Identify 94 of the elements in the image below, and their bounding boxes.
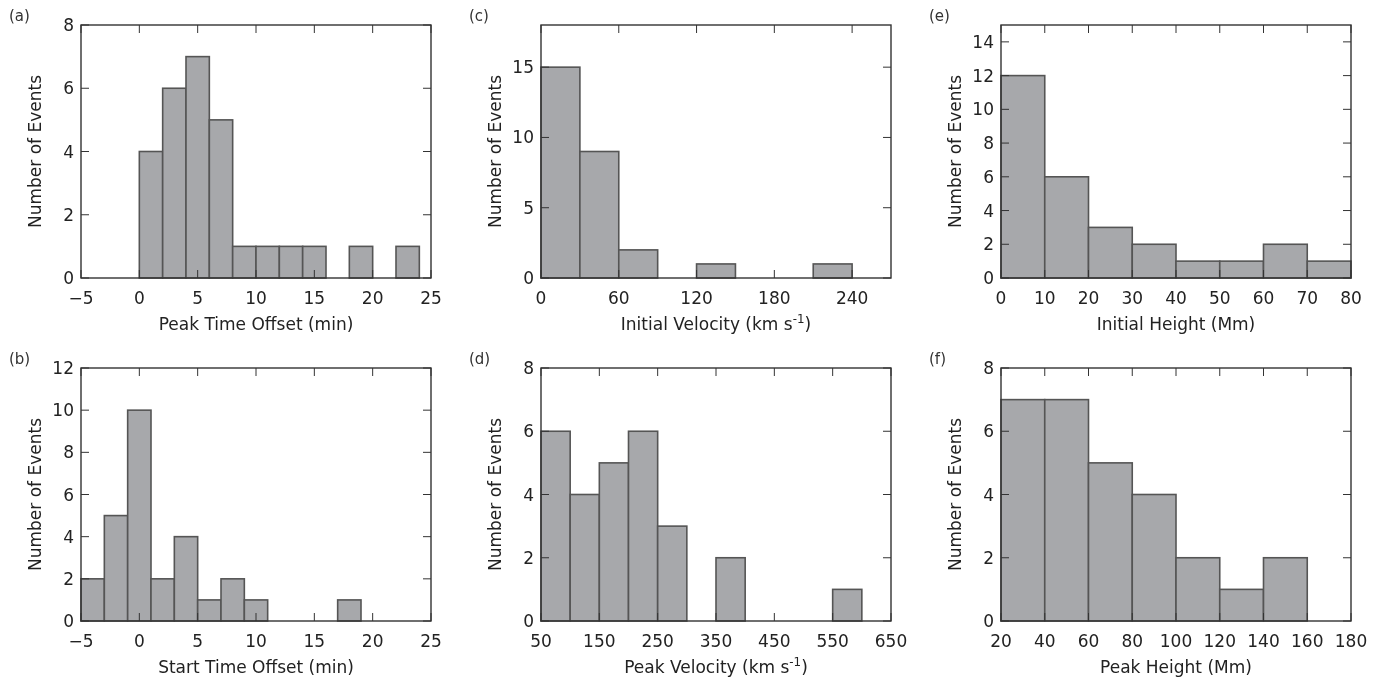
y-tick-label: 0 [983,611,994,631]
y-tick-label: 12 [972,65,994,86]
chart-title: (c) [469,7,489,25]
x-tick-label: 250 [641,631,674,651]
x-tick-label: 450 [758,631,791,651]
x-axis-title: Peak Height (Mm) [1100,657,1252,677]
x-axis-title: Peak Time Offset (min) [158,314,354,334]
x-tick-label: 550 [816,631,849,651]
y-tick-label: 10 [512,127,534,148]
y-tick-label: 0 [523,611,534,631]
x-tick-label: 20 [361,631,384,651]
y-axis-title: Number of Events [485,417,505,572]
x-tick-label: 20 [361,288,384,308]
y-tick-label: 0 [523,268,534,288]
x-tick-label: 0 [133,288,145,308]
y-tick-label: 4 [983,200,994,221]
chart-title: (d) [469,350,491,368]
y-axis-title: Number of Events [945,417,965,572]
x-tick-label: 140 [1247,631,1280,651]
y-tick-label: 4 [63,141,74,162]
y-tick-label: 0 [63,268,74,288]
y-tick-label: 15 [512,57,534,78]
x-tick-label: 50 [1208,288,1231,308]
x-tick-label: 5 [192,288,204,308]
y-tick-label: 8 [983,133,994,154]
x-tick-label: 5 [192,631,204,651]
x-tick-label: 30 [1121,288,1144,308]
y-axis-title: Number of Events [945,74,965,229]
y-tick-label: 2 [983,547,994,568]
x-tick-label: 100 [1159,631,1193,651]
y-axis-title: Number of Events [485,74,505,229]
x-tick-label: 10 [1033,288,1056,308]
x-tick-label: 60 [1252,288,1275,308]
y-tick-label: 2 [63,568,74,589]
x-tick-label: 10 [245,288,267,308]
y-tick-label: 2 [983,234,994,255]
y-tick-label: 8 [983,358,994,378]
x-tick-label: 180 [758,288,791,308]
y-axis-title: Number of Events [25,74,45,229]
y-axis-title: Number of Events [25,417,45,572]
y-tick-label: 6 [983,166,994,187]
x-tick-label: 40 [1033,631,1056,651]
x-tick-label: 60 [607,288,630,308]
y-tick-label: 4 [63,526,74,547]
y-tick-label: 2 [523,547,534,568]
y-tick-label: 2 [63,204,74,225]
y-tick-label: 8 [63,442,74,463]
x-tick-label: 50 [530,631,552,651]
x-tick-label: 15 [303,288,326,308]
x-tick-label: 0 [133,631,145,651]
x-tick-label: −5 [68,631,94,651]
x-tick-label: 650 [874,631,908,651]
x-axis-title: Peak Velocity (km s$^{-1}$) [624,655,808,677]
x-tick-label: 20 [1077,288,1100,308]
x-tick-label: 120 [680,288,713,308]
y-tick-label: 12 [52,358,74,378]
y-tick-label: 10 [52,400,74,421]
x-tick-label: 60 [1077,631,1100,651]
x-tick-label: 25 [420,631,442,651]
x-tick-label: 15 [303,631,326,651]
y-tick-label: 6 [983,421,994,442]
x-tick-label: 70 [1296,288,1319,308]
y-tick-label: 14 [972,31,994,52]
y-tick-label: 5 [523,197,534,218]
y-tick-label: 8 [523,358,534,378]
chart-title: (b) [9,350,31,368]
x-tick-label: 180 [1334,631,1368,651]
y-tick-label: 6 [523,421,534,442]
y-tick-label: 0 [63,611,74,631]
y-tick-label: 6 [63,78,74,99]
y-tick-label: 10 [972,99,994,120]
y-tick-label: 0 [983,268,994,288]
chart-title: (e) [929,7,950,25]
x-tick-label: 80 [1121,631,1144,651]
y-tick-label: 4 [523,484,534,505]
x-axis-title: Initial Height (Mm) [1096,314,1256,334]
x-tick-label: 240 [835,288,869,308]
y-tick-label: 4 [983,484,994,505]
x-tick-label: 150 [583,631,616,651]
x-tick-label: 80 [1340,288,1362,308]
x-axis-title: Initial Velocity (km s$^{-1}$) [620,312,812,334]
y-tick-label: 6 [63,484,74,505]
chart-title: (f) [929,350,946,368]
x-tick-label: 350 [699,631,733,651]
chart-title: (a) [9,7,30,25]
x-tick-label: −5 [68,288,94,308]
x-tick-label: 160 [1291,631,1324,651]
x-tick-label: 20 [990,631,1012,651]
x-tick-label: 25 [420,288,442,308]
x-tick-label: 10 [245,631,267,651]
x-axis-title: Start Time Offset (min) [158,657,354,677]
y-tick-label: 8 [63,15,74,35]
x-tick-label: 120 [1203,631,1236,651]
x-tick-label: 40 [1165,288,1187,308]
